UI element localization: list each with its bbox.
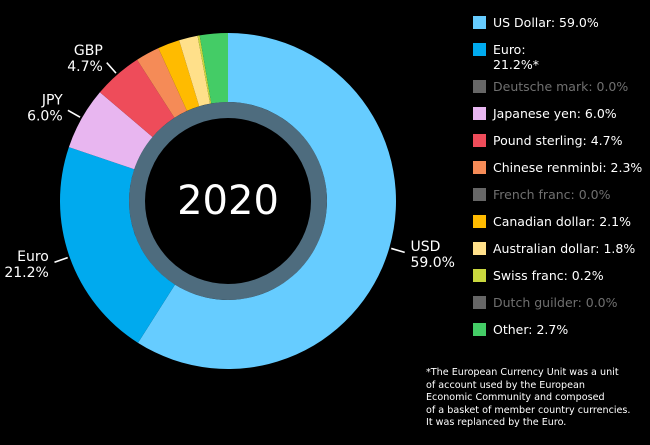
legend-swatch bbox=[473, 188, 486, 201]
legend-swatch bbox=[473, 296, 486, 309]
legend-item-australian-dollar: Australian dollar: 1.8% bbox=[473, 241, 650, 256]
legend-item-other: Other: 2.7% bbox=[473, 322, 650, 337]
legend-label: Deutsche mark: 0.0% bbox=[493, 79, 629, 94]
slice-us-dollar bbox=[137, 33, 397, 369]
legend-swatch bbox=[473, 323, 486, 336]
slice-swiss-franc bbox=[197, 35, 212, 104]
legend-swatch bbox=[473, 269, 486, 282]
slice-chinese-renminbi bbox=[137, 48, 187, 118]
legend: US Dollar: 59.0% Euro: 21.2%* Deutsche mark… bbox=[473, 15, 650, 349]
legend-label: Pound sterling: 4.7% bbox=[493, 133, 623, 148]
legend-label: Chinese renminbi: 2.3% bbox=[493, 160, 643, 175]
legend-item-french-franc: French franc: 0.0% bbox=[473, 187, 650, 202]
slice-euro bbox=[59, 147, 175, 343]
legend-swatch bbox=[473, 43, 486, 56]
legend-swatch bbox=[473, 215, 486, 228]
legend-item-canadian-dollar: Canadian dollar: 2.1% bbox=[473, 214, 650, 229]
legend-label: French franc: 0.0% bbox=[493, 187, 611, 202]
legend-item-dutch-guilder: Dutch guilder: 0.0% bbox=[473, 295, 650, 310]
legend-label: Swiss franc: 0.2% bbox=[493, 268, 604, 283]
leader-line-euro bbox=[54, 256, 68, 263]
legend-swatch bbox=[473, 80, 486, 93]
legend-label: Other: 2.7% bbox=[493, 322, 569, 337]
slice-label-us-dollar: USD 59.0% bbox=[410, 239, 454, 271]
slice-pound-sterling bbox=[99, 59, 175, 137]
legend-label: Dutch guilder: 0.0% bbox=[493, 295, 618, 310]
legend-swatch bbox=[473, 16, 486, 29]
leader-line-pound-sterling bbox=[106, 62, 117, 74]
legend-item-chinese-renminbi: Chinese renminbi: 2.3% bbox=[473, 160, 650, 175]
donut-slices bbox=[59, 33, 397, 369]
legend-item-swiss-franc: Swiss franc: 0.2% bbox=[473, 268, 650, 283]
leader-lines bbox=[54, 62, 405, 263]
legend-label: US Dollar: 59.0% bbox=[493, 15, 599, 30]
slice-canadian-dollar bbox=[158, 40, 200, 111]
inner-ring bbox=[129, 102, 327, 300]
legend-swatch bbox=[473, 134, 486, 147]
legend-item-euro: Euro: 21.2%* bbox=[473, 42, 650, 72]
leader-line-us-dollar bbox=[391, 247, 405, 254]
legend-label: Euro: 21.2%* bbox=[493, 42, 539, 72]
legend-label: Canadian dollar: 2.1% bbox=[493, 214, 631, 229]
legend-swatch bbox=[473, 161, 486, 174]
slice-label-euro: Euro 21.2% bbox=[4, 249, 48, 281]
footnote: *The European Currency Unit was a unit o… bbox=[426, 367, 631, 429]
slice-australian-dollar bbox=[179, 35, 211, 107]
legend-item-us-dollar: US Dollar: 59.0% bbox=[473, 15, 650, 30]
legend-item-pound-sterling: Pound sterling: 4.7% bbox=[473, 133, 650, 148]
legend-label: Japanese yen: 6.0% bbox=[493, 106, 617, 121]
chart-title: 2020 bbox=[177, 178, 279, 224]
legend-item-japanese-yen: Japanese yen: 6.0% bbox=[473, 106, 650, 121]
slice-labels: USD 59.0% Euro 21.2% JPY 6.0%GBP 4.7% bbox=[4, 43, 455, 281]
slice-label-pound-sterling: GBP 4.7% bbox=[67, 43, 103, 75]
legend-swatch bbox=[473, 107, 486, 120]
legend-item-deutsche-mark: Deutsche mark: 0.0% bbox=[473, 79, 650, 94]
legend-swatch bbox=[473, 242, 486, 255]
legend-label: Australian dollar: 1.8% bbox=[493, 241, 636, 256]
slice-japanese-yen bbox=[68, 92, 153, 170]
slice-label-japanese-yen: JPY 6.0% bbox=[27, 92, 63, 124]
leader-line-japanese-yen bbox=[67, 109, 81, 118]
slice-other bbox=[199, 33, 228, 104]
